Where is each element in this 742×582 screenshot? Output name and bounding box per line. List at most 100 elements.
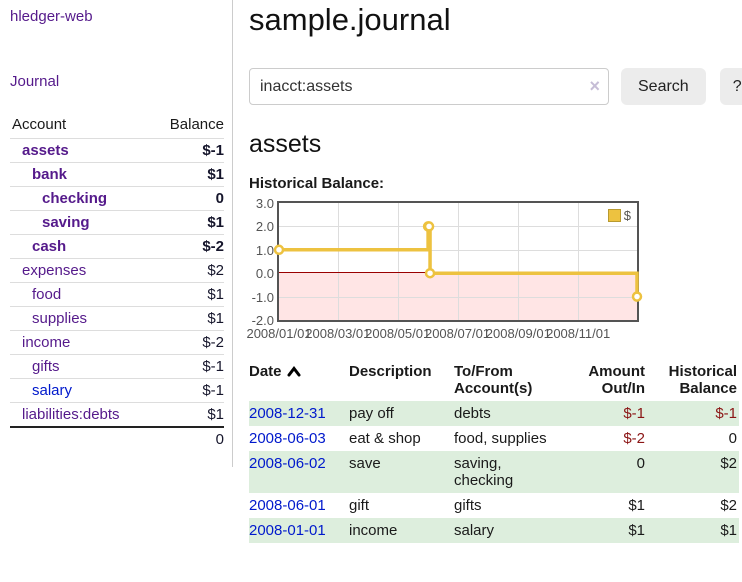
gridline (578, 203, 580, 320)
sidebar-accounts-body: assets $-1 bank $1 checking 0 saving $1 cash $-2 e… (10, 138, 224, 427)
x-axis-tick-label: 2008/11/01 (546, 326, 611, 341)
help-button[interactable]: ? (719, 68, 742, 105)
transaction-description: eat & shop (349, 430, 421, 447)
account-link[interactable]: gifts (32, 358, 60, 375)
clear-search-icon[interactable]: × (589, 76, 600, 96)
sort-ascending-icon (287, 366, 301, 377)
transaction-description: pay off (349, 405, 394, 422)
transaction-balance: $2 (720, 455, 737, 472)
account-link[interactable]: checking (42, 190, 108, 207)
y-axis-tick-label: 3.0 (255, 196, 274, 211)
account-balance: $-2 (151, 234, 224, 259)
account-row: liabilities:debts $1 (10, 402, 224, 427)
data-point-marker (423, 221, 435, 232)
x-axis-tick-label: 2008/05/01 (365, 326, 431, 341)
account-balance: $2 (151, 258, 224, 283)
accounts-total-balance: 0 (151, 426, 224, 451)
search-button[interactable]: Search (621, 68, 706, 105)
chart-plot: $ (273, 201, 643, 322)
balance-column-header: Balance (169, 116, 224, 133)
transaction-description: gift (349, 497, 370, 514)
account-row: bank $1 (10, 162, 224, 187)
account-link[interactable]: expenses (22, 262, 87, 279)
account-heading: assets (249, 130, 322, 158)
x-axis-tick-label: 2008/03/01 (305, 326, 371, 341)
transaction-accounts: debts (454, 405, 491, 422)
accounts-table: Account Balance assets $-1 bank $1 checking 0… (10, 113, 224, 451)
account-link[interactable]: saving (42, 214, 90, 231)
register-body: 2008-12-31 pay off debts $-1 $-1 2008-06-03 ea… (249, 401, 739, 543)
account-balance: 0 (151, 186, 224, 211)
register-header-row: Date Description To/From Account(s) Amou… (249, 361, 739, 401)
transaction-balance: $1 (720, 522, 737, 539)
transaction-accounts: gifts (454, 497, 482, 514)
transaction-accounts: salary (454, 522, 495, 539)
amount-column-header: Amount Out/In (588, 363, 645, 397)
gridline (457, 203, 459, 320)
app-title-link[interactable]: hledger-web (10, 8, 93, 25)
account-balance: $1 (151, 306, 224, 331)
account-balance: $1 (151, 210, 224, 235)
main-content: sample.journal × Search ? assets Histori… (233, 0, 742, 543)
data-point-marker (631, 291, 643, 302)
account-balance: $-1 (151, 138, 224, 163)
transaction-row: 2008-01-01 income salary $1 $1 (249, 518, 739, 543)
transaction-balance: $-1 (715, 405, 737, 422)
account-row: saving $1 (10, 210, 224, 235)
transaction-row: 2008-12-31 pay off debts $-1 $-1 (249, 401, 739, 426)
account-row: checking 0 (10, 186, 224, 211)
chart-legend: $ (605, 207, 633, 224)
date-column-header[interactable]: Date (249, 361, 349, 401)
account-link[interactable]: supplies (32, 310, 88, 327)
data-point-marker (273, 244, 285, 256)
account-column-header: Account (12, 116, 67, 133)
legend-swatch (607, 209, 621, 222)
y-axis-tick-label: -1.0 (251, 289, 274, 305)
x-axis-tick-label: 2008/01/01 (246, 326, 312, 341)
transaction-date-link[interactable]: 2008-06-01 (249, 497, 326, 514)
account-row: income $-2 (10, 330, 224, 355)
app-layout: hledger-web Journal Account Balance asse… (10, 0, 742, 543)
x-axis-tick-label: 2008/09/01 (485, 326, 551, 341)
account-link[interactable]: bank (32, 166, 68, 183)
register-table: Date Description To/From Account(s) Amou… (249, 361, 739, 543)
account-link[interactable]: liabilities:debts (22, 406, 120, 423)
transaction-description: income (349, 522, 398, 539)
balance-series (273, 221, 643, 302)
account-balance: $1 (151, 162, 224, 187)
search-input[interactable] (249, 68, 609, 105)
transaction-date-link[interactable]: 2008-12-31 (249, 405, 326, 422)
gridline (279, 226, 637, 228)
transaction-date-link[interactable]: 2008-01-01 (249, 522, 326, 539)
y-axis-tick-label: 0.0 (255, 266, 274, 282)
transaction-date-link[interactable]: 2008-06-03 (249, 430, 326, 447)
account-link[interactable]: salary (32, 382, 73, 399)
transaction-date-link[interactable]: 2008-06-02 (249, 455, 326, 472)
app-title: hledger-web (10, 8, 224, 26)
balance-column-header-register: Historical Balance (668, 363, 737, 397)
account-link[interactable]: income (22, 334, 71, 351)
accounts-total-row: 0 (10, 426, 224, 451)
transaction-accounts: food, supplies (454, 430, 547, 447)
account-link[interactable]: food (32, 286, 62, 303)
description-column-header: Description (349, 363, 432, 380)
account-row: gifts $-1 (10, 354, 224, 379)
y-axis-tick-label: -2.0 (251, 313, 274, 328)
accounts-table-header: Account Balance (10, 113, 224, 139)
sidebar-item-journal[interactable]: Journal (10, 73, 60, 90)
transaction-amount: $1 (628, 522, 645, 539)
gridline (337, 203, 339, 320)
search-box: × (249, 68, 609, 105)
account-link[interactable]: assets (22, 142, 69, 159)
search-form: × Search ? (249, 68, 742, 105)
gridline (279, 296, 637, 298)
transaction-row: 2008-06-02 save saving, checking 0 $2 (249, 451, 739, 493)
account-row: expenses $2 (10, 258, 224, 283)
gridline (397, 203, 399, 320)
account-balance: $1 (151, 402, 224, 427)
sidebar-nav: Journal (10, 73, 224, 91)
y-axis-tick-label: 2.0 (255, 219, 274, 235)
account-row: food $1 (10, 282, 224, 307)
transaction-amount: $-1 (623, 405, 645, 422)
account-link[interactable]: cash (32, 238, 67, 255)
